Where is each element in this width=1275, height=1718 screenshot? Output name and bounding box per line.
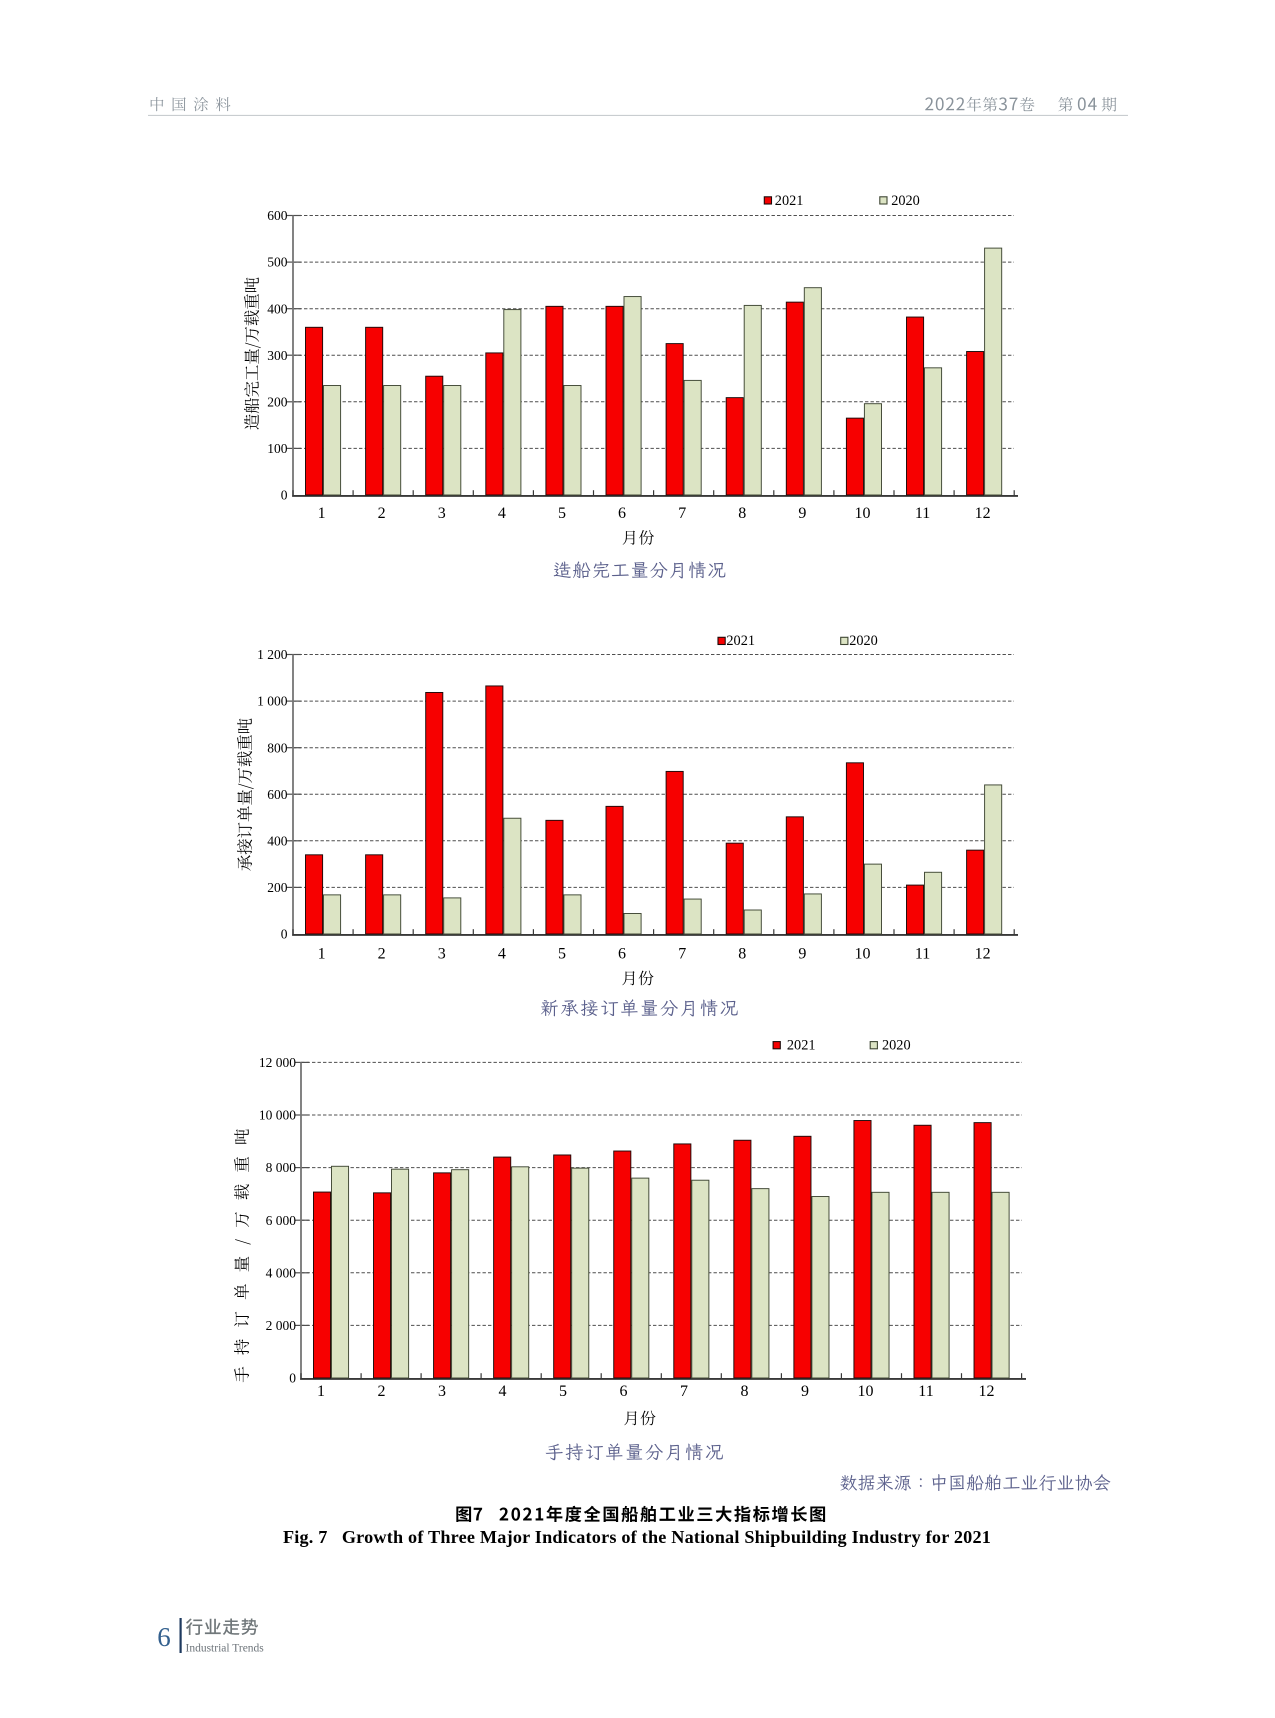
svg-text:2021: 2021 [787,1038,816,1054]
svg-text:12 000: 12 000 [259,1055,296,1070]
svg-text:12: 12 [975,946,991,963]
svg-text:2: 2 [378,946,386,963]
svg-text:2021: 2021 [775,193,804,209]
svg-text:0: 0 [281,488,288,503]
svg-text:2: 2 [378,1383,386,1400]
svg-text:2020: 2020 [882,1038,911,1054]
svg-text:1: 1 [318,505,326,522]
svg-text:2021: 2021 [726,633,755,649]
svg-text:2 000: 2 000 [266,1318,297,1333]
svg-text:8: 8 [741,1383,749,1400]
svg-text:10 000: 10 000 [259,1108,296,1123]
svg-text:1: 1 [317,1383,325,1400]
svg-text:4: 4 [498,505,506,522]
svg-text:4: 4 [499,1383,507,1400]
svg-text:3: 3 [438,1383,446,1400]
svg-text:1 200: 1 200 [257,647,288,662]
svg-text:3: 3 [438,946,446,963]
svg-text:9: 9 [801,1383,809,1400]
svg-text:500: 500 [267,255,288,270]
svg-text:2: 2 [378,505,386,522]
svg-text:400: 400 [267,833,288,848]
svg-text:0: 0 [281,927,288,942]
svg-text:10: 10 [855,946,871,963]
svg-text:600: 600 [267,787,288,802]
svg-text:12: 12 [975,505,991,522]
svg-text:800: 800 [267,740,288,755]
svg-text:Fig. 7 Growth of Three Major: Fig. 7 Growth of Three Major Indicators … [283,1527,991,1547]
svg-text:200: 200 [267,880,288,895]
svg-text:9: 9 [798,946,806,963]
svg-text:7: 7 [680,1383,688,1400]
svg-text:10: 10 [858,1383,874,1400]
svg-text:9: 9 [798,505,806,522]
svg-text:8: 8 [738,946,746,963]
svg-text:12: 12 [979,1383,995,1400]
svg-text:11: 11 [915,946,930,963]
svg-text:600: 600 [267,208,288,223]
svg-text:6: 6 [157,1622,171,1652]
svg-text:200: 200 [267,394,288,409]
svg-text:1: 1 [318,946,326,963]
svg-text:8: 8 [738,505,746,522]
svg-text:3: 3 [438,505,446,522]
svg-text:Industrial Trends: Industrial Trends [186,1643,265,1655]
svg-text:1 000: 1 000 [257,694,288,709]
svg-text:4: 4 [498,946,506,963]
svg-text:7: 7 [678,505,686,522]
svg-text:2020: 2020 [891,193,920,209]
svg-text:4 000: 4 000 [266,1265,297,1280]
svg-text:6: 6 [618,505,626,522]
svg-text:5: 5 [559,1383,567,1400]
svg-text:6: 6 [620,1383,628,1400]
svg-text:11: 11 [918,1383,933,1400]
svg-text:6: 6 [618,946,626,963]
svg-text:8 000: 8 000 [266,1160,297,1175]
svg-text:5: 5 [558,505,566,522]
svg-text:5: 5 [558,946,566,963]
svg-text:6 000: 6 000 [266,1213,297,1228]
svg-text:2020: 2020 [849,633,878,649]
svg-text:11: 11 [915,505,930,522]
svg-text:0: 0 [289,1371,296,1386]
svg-text:7: 7 [678,946,686,963]
svg-text:300: 300 [267,348,288,363]
svg-text:100: 100 [267,441,288,456]
svg-text:10: 10 [855,505,871,522]
svg-text:400: 400 [267,301,288,316]
